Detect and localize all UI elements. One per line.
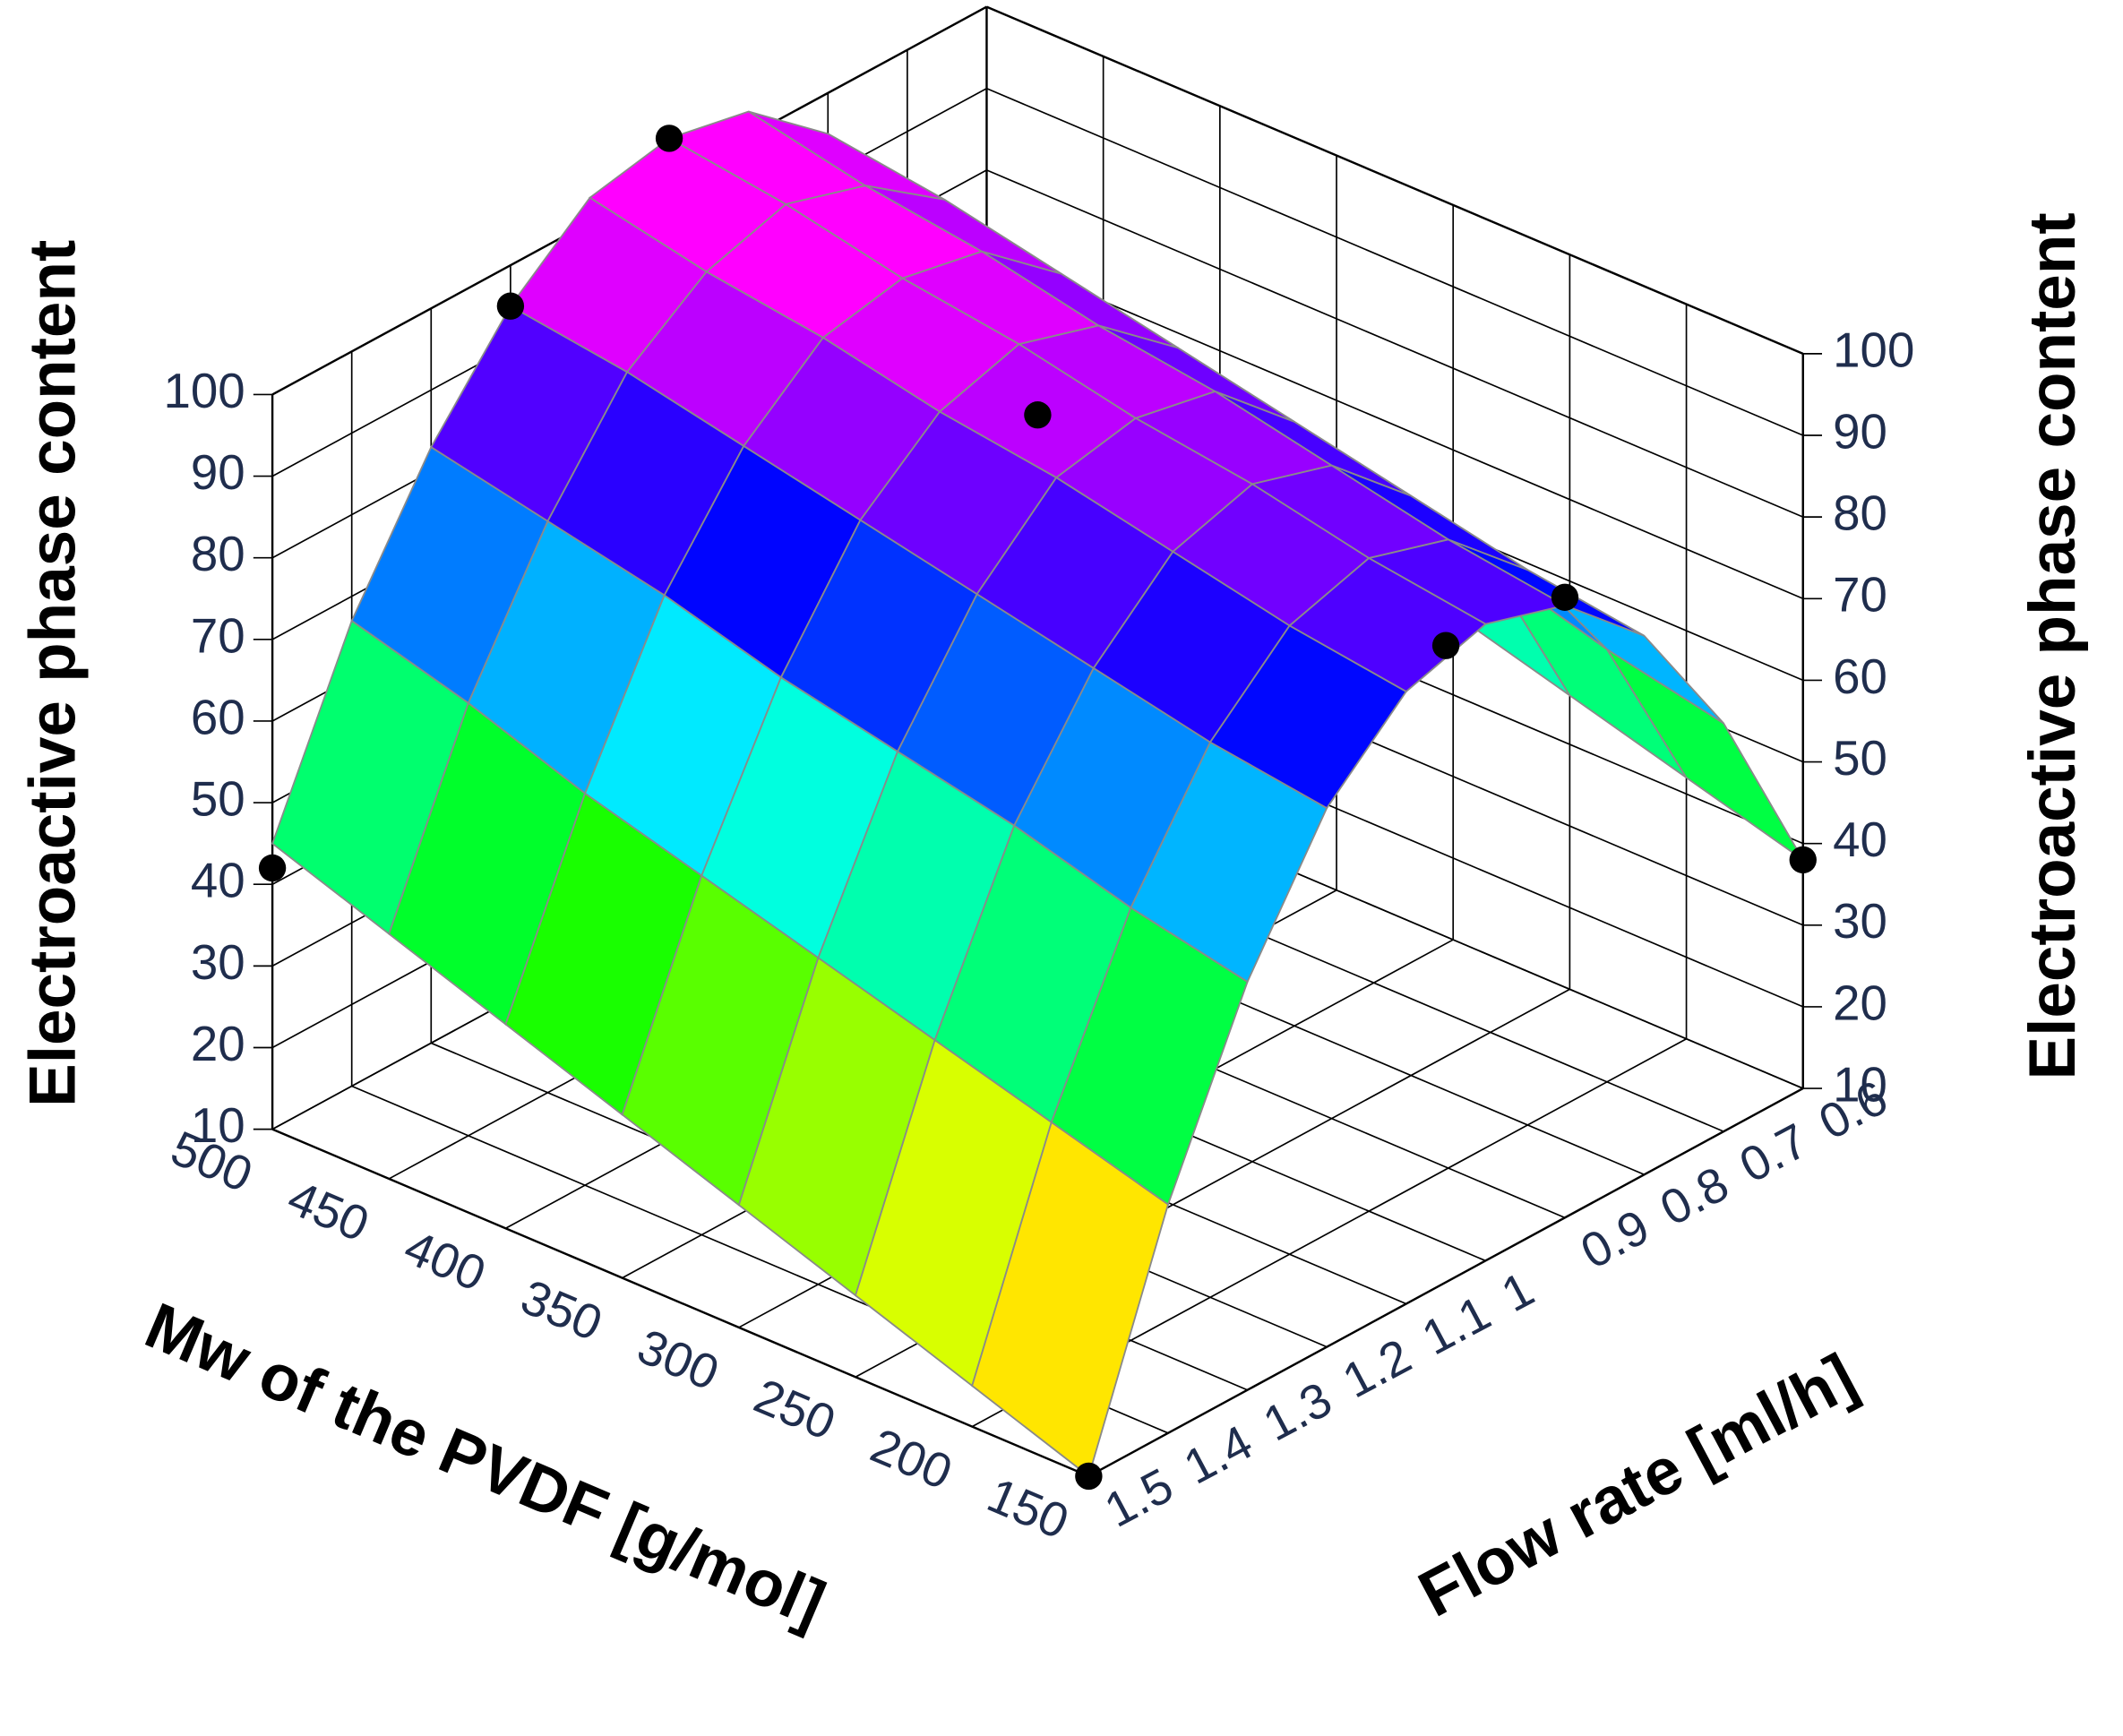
z-tick-label: 30 [1833,894,1887,949]
wall-grid-line [986,251,1804,600]
z-tick-label: 10 [191,1098,245,1153]
surface [271,110,1804,1478]
z-tick-label: 60 [1833,649,1887,704]
box-edge [985,5,1804,356]
y-tick-label: 1.5 [1096,1457,1182,1538]
data-point [1075,1462,1103,1491]
box-edge [1087,1087,1804,1477]
wall-grid-line [986,87,1804,436]
data-point [655,125,683,152]
y-tick-label: 0.9 [1572,1199,1658,1280]
z-tick-label: 100 [1833,322,1914,377]
z-tick-label: 70 [1833,568,1887,623]
z-tick-label: 20 [191,1017,245,1071]
data-point [258,854,287,882]
z-tick-label: 30 [191,935,245,990]
data-point [1789,846,1817,874]
x-tick-label: 400 [397,1220,494,1302]
z-tick-label: 90 [191,445,245,500]
x-tick-label: 150 [980,1467,1077,1550]
data-point [1551,583,1579,611]
z-tick-label: 60 [191,690,245,744]
z-tick-label: 50 [1833,731,1887,786]
x-axis-title: Mw of the PVDF [g/mol] [135,1289,835,1641]
y-tick-label: 0.8 [1652,1156,1738,1237]
z-tick-label: 80 [191,527,245,581]
y-tick-label: 0.7 [1731,1113,1817,1194]
y-tick-label: 1.4 [1175,1414,1261,1495]
data-point [1024,401,1052,429]
z-tick-label: 80 [1833,486,1887,541]
surface-cell [971,1121,1170,1478]
box-edge [271,1128,1089,1478]
z-tick-label: 40 [191,854,245,908]
z-tick-label: 90 [1833,404,1887,459]
x-tick-label: 500 [163,1121,260,1203]
z-tick-label: 40 [1833,812,1887,867]
y-tick-label: 1.2 [1334,1328,1420,1409]
z-tick-label: 70 [191,608,245,663]
data-point [496,292,525,320]
z-axis-title-right: Electroactive phase content [2016,212,2089,1079]
z-tick-label: 10 [1833,1057,1887,1112]
y-tick-label: 1.1 [1414,1285,1500,1366]
x-tick-label: 350 [513,1269,610,1352]
x-tick-label: 450 [280,1170,377,1252]
y-axis-title: Flow rate [ml/h] [1407,1340,1868,1630]
x-tick-label: 250 [746,1369,843,1451]
x-tick-label: 300 [630,1319,726,1401]
z-tick-label: 100 [164,364,245,418]
z-tick-label: 20 [1833,975,1887,1030]
y-tick-label: 1.3 [1255,1371,1341,1452]
z-axis-title-left: Electroactive phase content [16,240,89,1107]
y-tick-label: 1 [1492,1261,1542,1322]
surface-cell [1606,649,1804,861]
data-point [1431,632,1460,659]
z-tick-label: 50 [191,772,245,827]
x-tick-label: 200 [864,1418,960,1500]
wall-grid-line [986,169,1804,518]
